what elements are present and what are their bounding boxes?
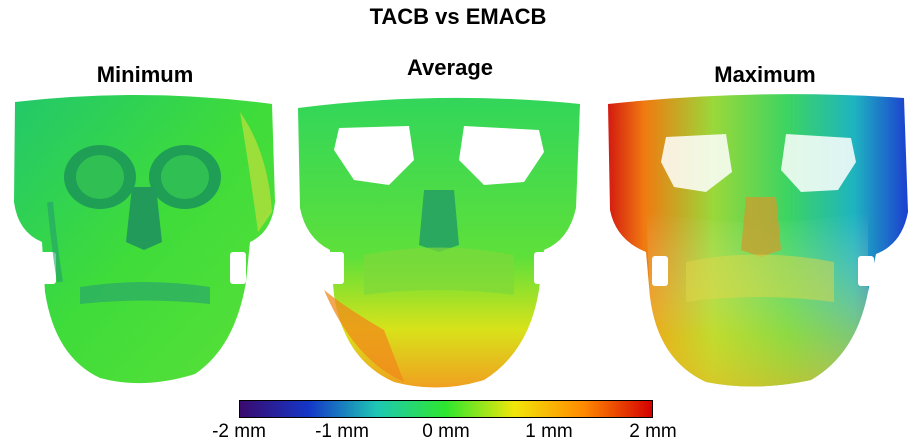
panel-title-maximum: Maximum [714, 62, 816, 87]
colorbar-tick-label: -2 mm [212, 421, 266, 442]
skull-render-maximum [608, 94, 908, 387]
colorbar-tick-label: 0 mm [422, 421, 470, 442]
figure-title: TACB vs EMACB [369, 4, 547, 29]
colorbar [239, 400, 653, 418]
colorbar-tick-label: 1 mm [525, 421, 573, 442]
panel-title-average: Average [406, 55, 493, 80]
skull-render-minimum [14, 94, 275, 384]
skull-render-average [298, 97, 580, 388]
panel-title-minimum: Minimum [96, 62, 194, 87]
colorbar-tick-label: 2 mm [629, 421, 677, 442]
colorbar-tick-label: -1 mm [315, 421, 369, 442]
